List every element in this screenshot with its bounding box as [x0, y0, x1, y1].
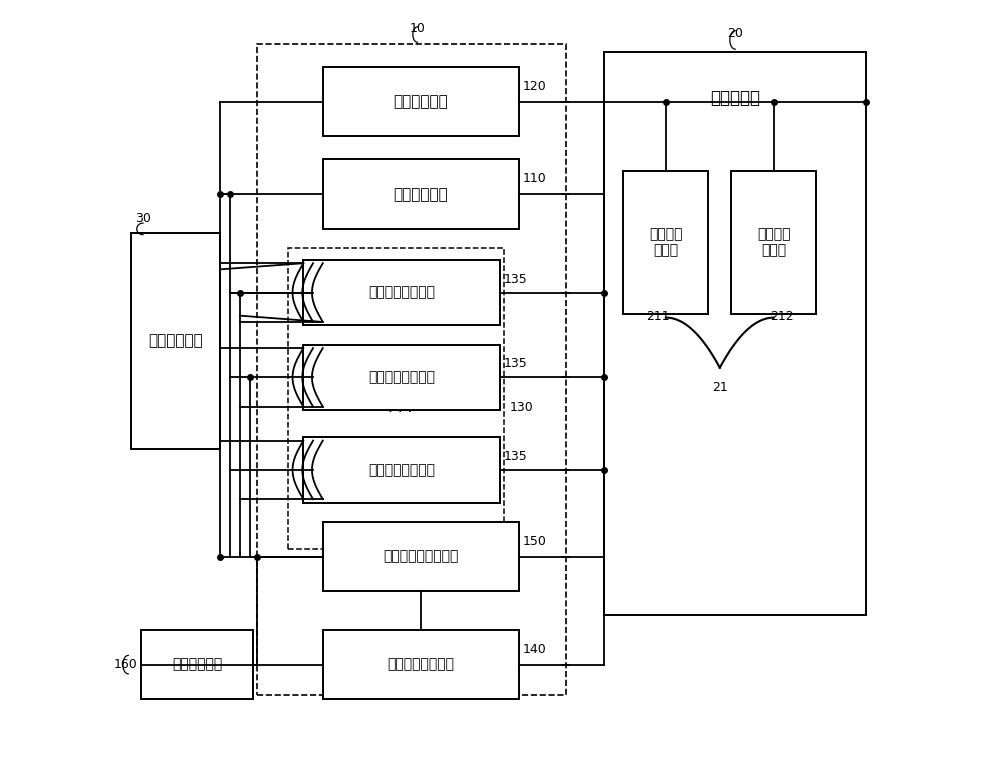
Bar [323, 630, 519, 700]
Bar [731, 171, 816, 313]
Bar [257, 44, 566, 696]
Text: 交直流适配器: 交直流适配器 [148, 334, 203, 348]
Text: 135: 135 [504, 450, 528, 463]
Bar [323, 159, 519, 229]
Bar [604, 52, 866, 615]
Bar [131, 233, 220, 449]
Text: 135: 135 [504, 272, 528, 286]
Bar [623, 171, 708, 313]
Text: 电荷泵电路子模块: 电荷泵电路子模块 [368, 286, 435, 300]
Bar [303, 260, 500, 325]
Text: 160: 160 [114, 658, 138, 671]
Text: 120: 120 [523, 80, 547, 93]
Text: 电荷泵电路子模块: 电荷泵电路子模块 [368, 371, 435, 385]
Text: 212: 212 [770, 310, 793, 323]
Text: 第一电池
连接器: 第一电池 连接器 [649, 228, 683, 258]
Text: 140: 140 [523, 642, 547, 656]
Text: 30: 30 [135, 212, 151, 225]
Text: 20: 20 [727, 27, 743, 40]
Bar [323, 522, 519, 591]
Bar [303, 344, 500, 410]
Text: 电荷泵电路子模块: 电荷泵电路子模块 [368, 463, 435, 477]
Text: 三电芯电池: 三电芯电池 [710, 89, 760, 107]
Text: 降压电路模块: 降压电路模块 [394, 94, 448, 109]
Text: 110: 110 [523, 173, 547, 185]
Text: 第二电池
连接器: 第二电池 连接器 [757, 228, 791, 258]
Bar [141, 630, 253, 700]
Text: 211: 211 [646, 310, 670, 323]
Text: 系统供电模块: 系统供电模块 [172, 658, 222, 672]
Text: 辅助降压电路模块: 辅助降压电路模块 [387, 658, 454, 672]
Bar [303, 437, 500, 502]
Text: . . .: . . . [388, 400, 412, 416]
Text: 升压电路模块: 升压电路模块 [394, 187, 448, 202]
Text: 电池充放电控制模块: 电池充放电控制模块 [383, 550, 459, 563]
Text: 135: 135 [504, 358, 528, 371]
Text: 10: 10 [410, 22, 425, 35]
Text: 150: 150 [523, 535, 547, 548]
Text: 130: 130 [510, 402, 534, 414]
Bar [288, 248, 504, 549]
Bar [323, 67, 519, 136]
Text: 21: 21 [712, 381, 728, 393]
